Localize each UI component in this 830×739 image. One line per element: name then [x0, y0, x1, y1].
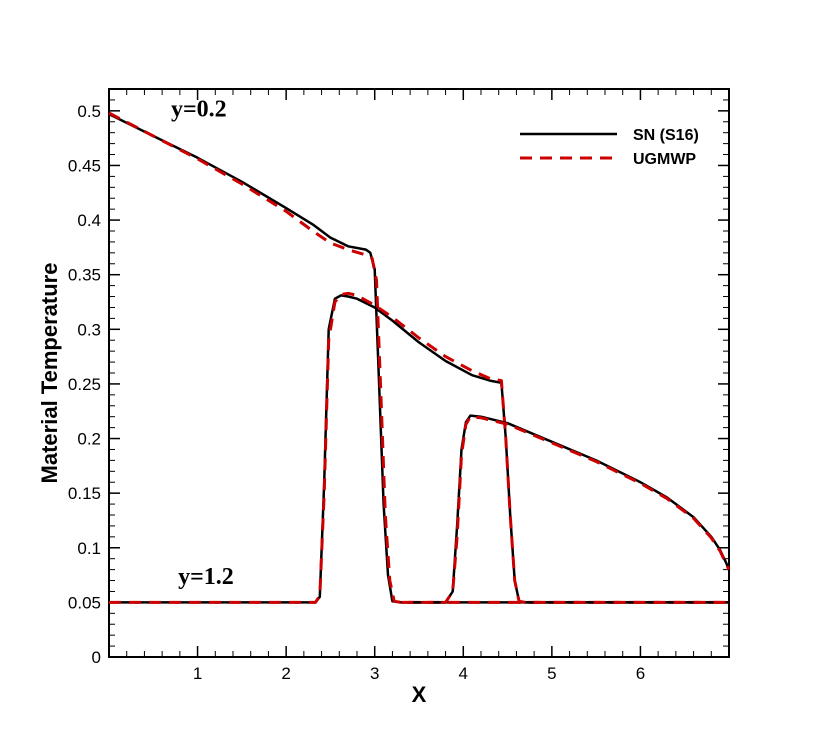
x-tick-label: 4 — [459, 664, 468, 683]
y-tick-label: 0.1 — [77, 539, 101, 558]
series-line-ugmwp-1 — [108, 111, 729, 604]
series-line-sn-2 — [109, 294, 729, 604]
y-tick-label: 0.35 — [68, 266, 101, 285]
y-axis-title: Material Temperature — [37, 263, 62, 484]
series-line-ugmwp-3 — [109, 291, 729, 604]
axes: 1 2 3 4 5 6 0 0.05 0.1 0.15 0.2 0.25 0.3 0.35 0.4 0.45 0… — [68, 88, 730, 683]
y-tick-label: 0.15 — [68, 484, 101, 503]
series-line-ugmwp-5 — [401, 415, 731, 604]
series-line-sn-0 — [108, 112, 729, 604]
x-tick-label: 3 — [370, 664, 379, 683]
y-tick-label: 0 — [92, 648, 101, 667]
x-tick-label: 1 — [193, 664, 202, 683]
curve-annotation: y=0.2 — [171, 96, 227, 122]
y-tick-label: 0.2 — [77, 430, 101, 449]
annotations: y=0.2 y=1.2 — [171, 96, 234, 590]
series-layer — [108, 111, 731, 604]
y-tick-label: 0.4 — [77, 211, 101, 230]
x-axis-title: X — [412, 682, 427, 707]
y-tick-label: 0.5 — [77, 102, 101, 121]
y-tick-label: 0.3 — [77, 320, 101, 339]
legend: SN (S16) UGMWP — [520, 127, 699, 168]
legend-label: SN (S16) — [633, 127, 699, 144]
x-tick-label: 6 — [636, 664, 645, 683]
y-tick-label: 0.05 — [68, 593, 101, 612]
x-tick-label: 2 — [281, 664, 290, 683]
curve-annotation: y=1.2 — [178, 564, 234, 590]
legend-label: UGMWP — [633, 151, 696, 168]
y-tick-label: 0.25 — [68, 375, 101, 394]
y-tick-label: 0.45 — [68, 156, 101, 175]
x-tick-label: 5 — [547, 664, 556, 683]
